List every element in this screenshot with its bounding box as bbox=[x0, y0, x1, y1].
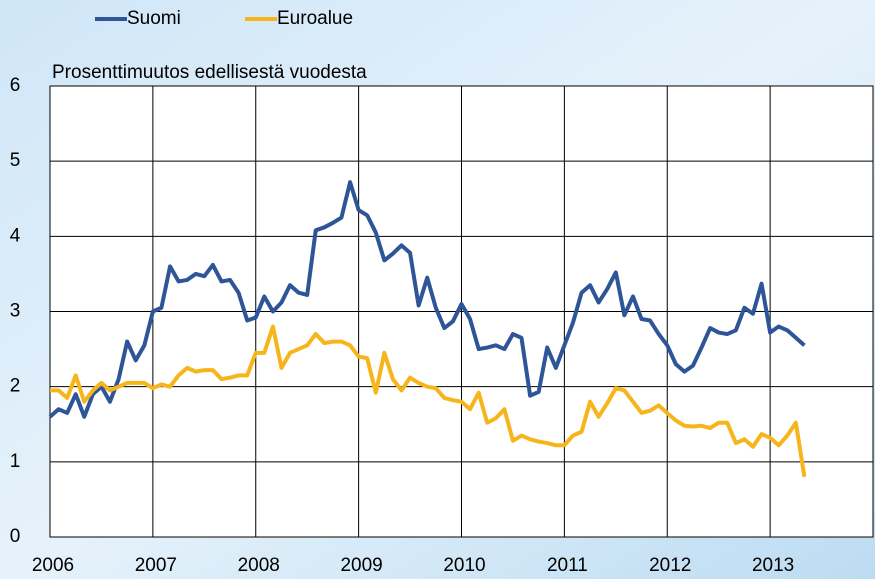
y-tick-label: 4 bbox=[10, 225, 21, 246]
plot-border bbox=[49, 85, 874, 538]
series-line bbox=[50, 324, 807, 478]
y-tick-label: 1 bbox=[10, 451, 21, 472]
y-tick-label: 5 bbox=[10, 150, 21, 171]
y-tick-label: 6 bbox=[10, 75, 21, 96]
legend-label: Suomi bbox=[127, 8, 181, 29]
series-line bbox=[48, 180, 806, 419]
y-tick-label: 2 bbox=[10, 376, 21, 397]
x-tick-label: 2007 bbox=[135, 555, 177, 576]
y-axis-label: Prosenttimuutos edellisestä vuodesta bbox=[52, 62, 367, 83]
x-tick-label: 2006 bbox=[32, 555, 74, 576]
x-tick-label: 2012 bbox=[649, 555, 691, 576]
x-tick-label: 2009 bbox=[340, 555, 382, 576]
y-tick-label: 0 bbox=[10, 526, 21, 547]
x-tick-label: 2008 bbox=[238, 555, 280, 576]
x-tick-label: 2010 bbox=[443, 555, 485, 576]
legend-label: Euroalue bbox=[277, 8, 353, 29]
x-tick-label: 2011 bbox=[547, 555, 588, 576]
x-tick-label: 2013 bbox=[752, 555, 794, 576]
y-tick-label: 3 bbox=[10, 301, 21, 322]
